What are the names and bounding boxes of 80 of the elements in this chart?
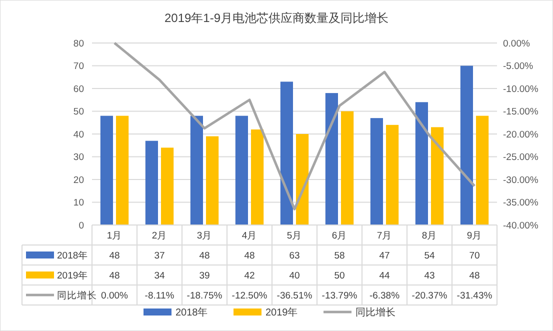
bar: [190, 116, 203, 225]
line-series: [113, 42, 476, 210]
y-tick-label: 30: [73, 152, 84, 164]
bar: [206, 136, 219, 225]
y2-tick-label: -10.00%: [503, 84, 539, 95]
bar: [145, 140, 158, 225]
bar: [116, 116, 129, 225]
data-label: 54: [424, 250, 435, 262]
bar: [460, 66, 473, 225]
data-label: -31.43%: [456, 290, 493, 302]
bar: [251, 129, 264, 225]
x-tick-label: 1月: [106, 230, 122, 242]
data-label: -36.51%: [276, 290, 313, 302]
data-label: -20.37%: [412, 290, 448, 302]
data-label: 37: [154, 250, 165, 262]
y2-tick-label: 0.00%: [503, 38, 530, 50]
x-tick-label: 3月: [196, 230, 212, 242]
bar: [235, 116, 248, 225]
data-label: 44: [379, 270, 390, 282]
bar: [325, 93, 338, 225]
data-label: -13.79%: [322, 290, 358, 302]
chart-title: 2019年1-9月电池芯供应商数量及同比增长: [164, 11, 389, 25]
legend-label: 同比增长: [57, 289, 97, 302]
data-label: 47: [379, 250, 390, 262]
y-tick-label: 0: [78, 220, 84, 232]
y2-tick-label: -15.00%: [503, 106, 539, 118]
y2-tick-label: -40.00%: [503, 220, 539, 232]
data-label: 40: [289, 270, 300, 282]
legend-label: 2019年: [57, 269, 88, 282]
y-tick-label: 10: [73, 198, 84, 209]
x-tick-label: 9月: [466, 230, 482, 242]
data-label: -12.50%: [232, 290, 268, 302]
data-label: -8.11%: [144, 290, 175, 302]
y-tick-label: 60: [73, 84, 84, 95]
y2-tick-label: -20.00%: [503, 129, 539, 140]
y2-tick-label: -35.00%: [503, 198, 539, 209]
text: 2019年: [266, 308, 298, 318]
data-label: -18.75%: [186, 290, 223, 302]
data-label: 43: [424, 270, 435, 282]
x-tick-label: 5月: [286, 230, 302, 242]
bar: [386, 124, 399, 225]
data-label: 48: [109, 270, 120, 282]
bar: [296, 134, 309, 225]
x-tick-label: 6月: [332, 230, 348, 242]
bar: [415, 102, 428, 225]
text: 2018年: [176, 308, 208, 318]
y-tick-label: 50: [73, 106, 84, 118]
legend-label: 2018年: [57, 249, 88, 262]
text: 同比增长: [356, 308, 396, 318]
y2-tick-label: -30.00%: [503, 174, 539, 186]
data-label: 48: [469, 270, 480, 282]
y2-tick-label: -25.00%: [503, 152, 539, 164]
y-tick-label: 40: [73, 129, 84, 140]
bar: [431, 127, 444, 225]
data-label: 58: [334, 250, 345, 262]
x-tick-label: 2月: [152, 230, 168, 242]
y2-tick-label: -5.00%: [503, 61, 534, 72]
bar: [280, 82, 293, 225]
bar: [370, 118, 383, 225]
bar: [341, 111, 354, 225]
data-label: 48: [109, 250, 120, 262]
data-label: 48: [199, 250, 210, 262]
data-label: 48: [244, 250, 255, 262]
data-label: 42: [244, 270, 255, 282]
data-label: -6.38%: [369, 290, 400, 302]
y-tick-label: 20: [73, 174, 84, 186]
data-label: 50: [334, 270, 345, 282]
data-label: 39: [199, 270, 210, 282]
y-tick-label: 70: [73, 61, 84, 72]
data-label: 70: [469, 250, 480, 262]
bar: [161, 148, 174, 225]
x-tick-label: 4月: [242, 230, 258, 242]
x-tick-label: 8月: [422, 230, 438, 242]
data-label: 34: [154, 270, 165, 282]
y-tick-label: 80: [73, 38, 84, 50]
bar: [476, 116, 489, 225]
data-label: 63: [289, 250, 300, 262]
data-label: 0.00%: [101, 290, 129, 302]
bar: [100, 116, 113, 225]
x-tick-label: 7月: [376, 230, 392, 242]
